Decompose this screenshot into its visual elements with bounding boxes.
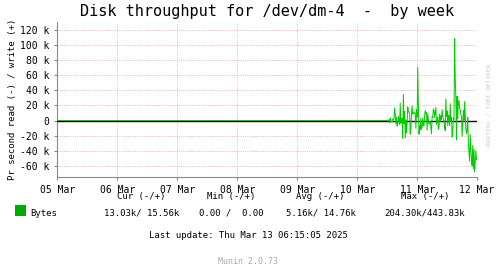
Text: Max (-/+): Max (-/+) [401,192,449,201]
Text: Bytes: Bytes [30,209,57,218]
Text: Last update: Thu Mar 13 06:15:05 2025: Last update: Thu Mar 13 06:15:05 2025 [149,231,348,240]
Text: Munin 2.0.73: Munin 2.0.73 [219,257,278,266]
Text: RRDTOOL / TOBI OETIKER: RRDTOOL / TOBI OETIKER [486,63,491,146]
Title: Disk throughput for /dev/dm-4  -  by week: Disk throughput for /dev/dm-4 - by week [80,4,454,20]
Text: 13.03k/ 15.56k: 13.03k/ 15.56k [104,209,179,218]
Text: Min (-/+): Min (-/+) [207,192,255,201]
Text: 204.30k/443.83k: 204.30k/443.83k [385,209,465,218]
Text: 5.16k/ 14.76k: 5.16k/ 14.76k [286,209,355,218]
Text: Avg (-/+): Avg (-/+) [296,192,345,201]
Text: Cur (-/+): Cur (-/+) [117,192,166,201]
Y-axis label: Pr second read (-) / write (+): Pr second read (-) / write (+) [8,19,17,180]
Text: 0.00 /  0.00: 0.00 / 0.00 [199,209,263,218]
